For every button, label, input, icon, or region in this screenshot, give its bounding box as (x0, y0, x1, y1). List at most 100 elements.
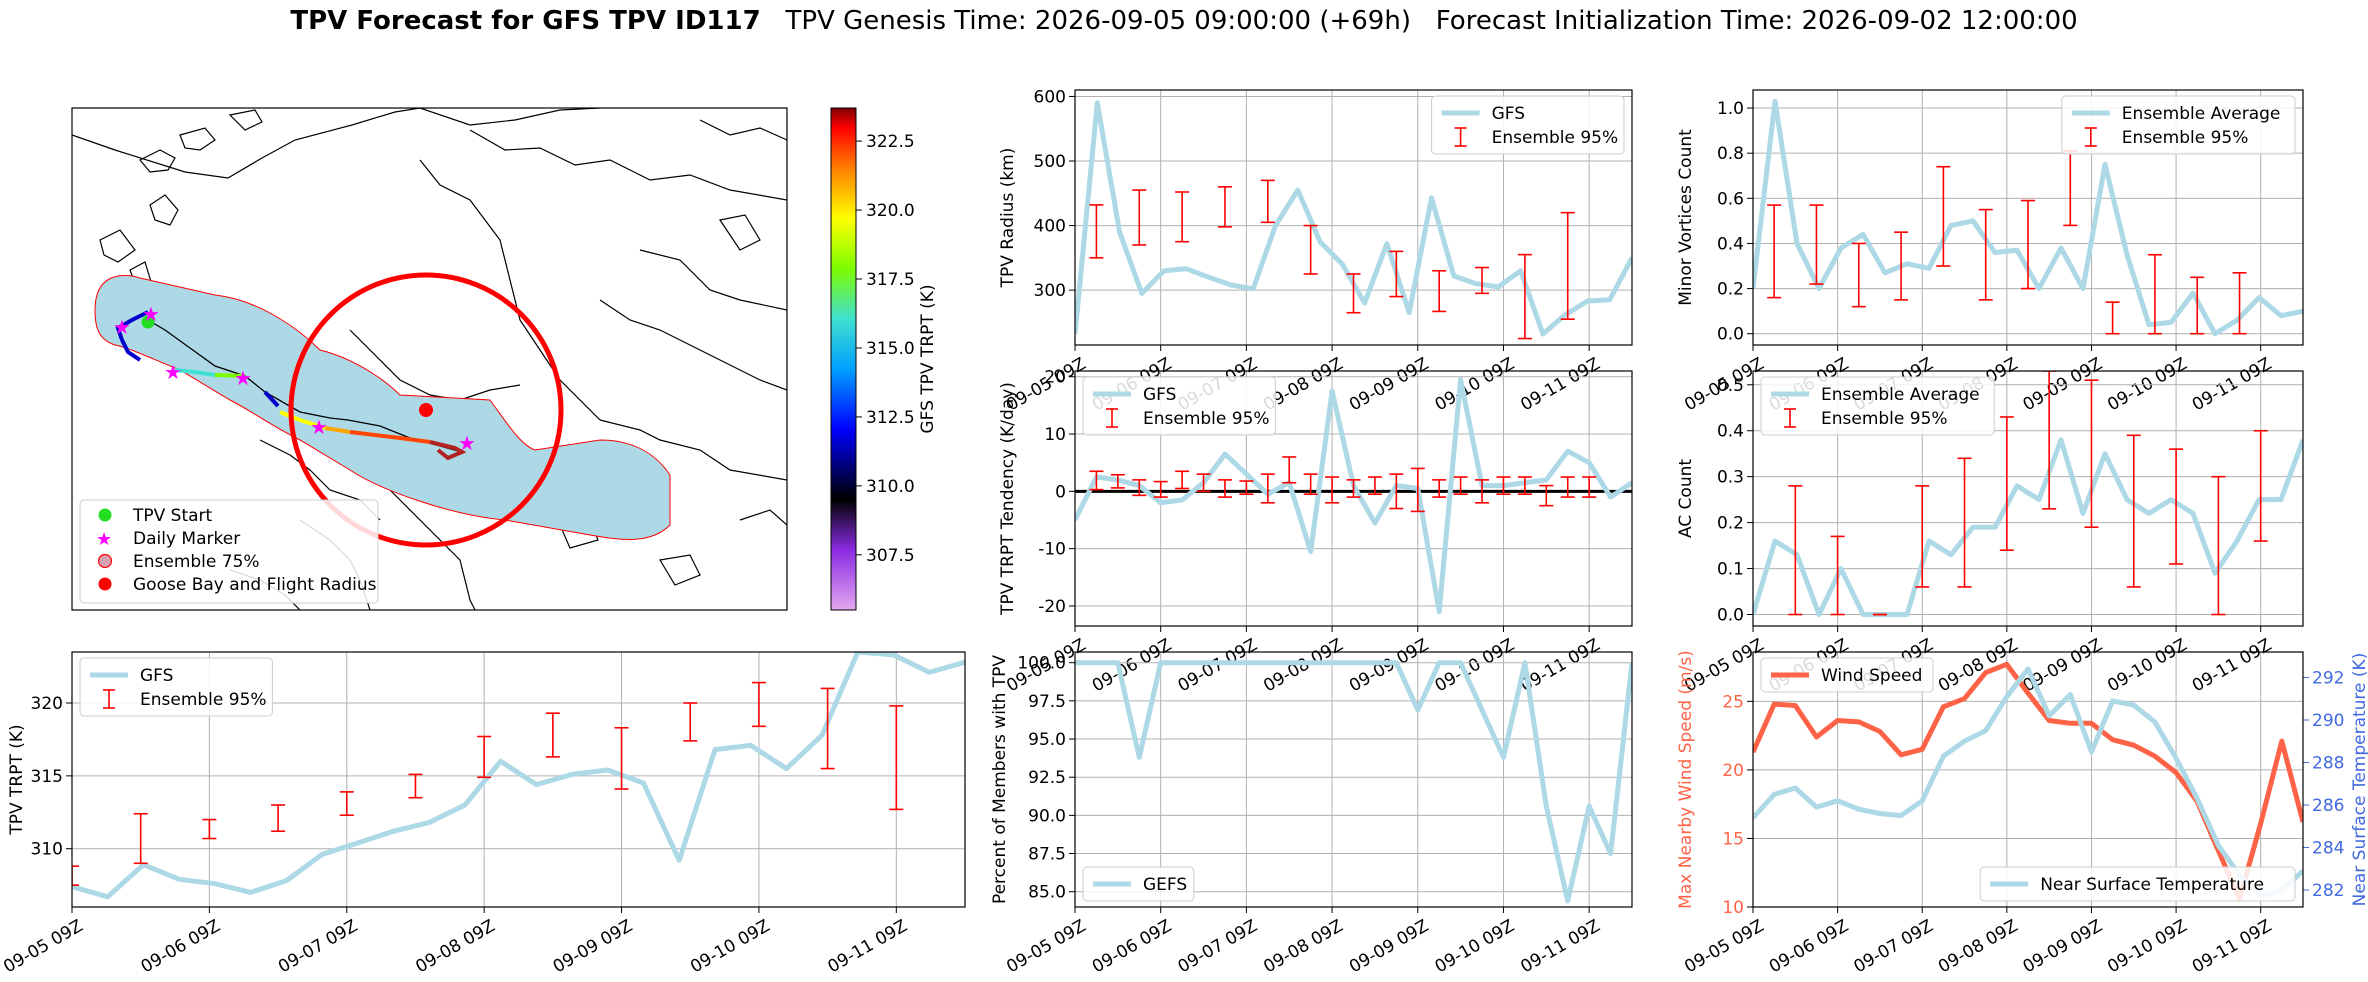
y-tick-label: 10 (1722, 898, 1744, 918)
x-tick-label: 09-10 09Z (1432, 354, 1518, 415)
error-bar (545, 712, 560, 758)
colorbar-gradient (830, 107, 857, 611)
y2-tick-label: 288 (2312, 754, 2344, 774)
y-axis-label: TPV TRPT (K) (7, 724, 27, 835)
x-tick-label: 09-05 09Z (0, 916, 86, 977)
error-bar (1704, 221, 1718, 318)
trpt-legend: GFS Ensemble 95% (79, 657, 273, 717)
y-axis-label: TPV Radius (km) (998, 148, 1018, 289)
title-bold: TPV Forecast for GFS TPV ID117 (290, 6, 761, 36)
y-tick-label: 300 (1034, 281, 1066, 301)
pink-circle-icon (97, 553, 113, 569)
error-bar (1809, 204, 1824, 285)
x-tick-label: 09-11 09Z (1517, 916, 1603, 977)
error-bar (1788, 485, 1803, 616)
error-bar (1915, 485, 1930, 588)
svg-text:★: ★ (164, 360, 182, 384)
y-axis-label: TPV TRPT Tendency (K/day) (998, 382, 1018, 616)
red-dot-icon (98, 577, 112, 591)
error-bar (2253, 429, 2268, 542)
error-bar (1260, 473, 1275, 504)
y-tick-label: 97.5 (1028, 692, 1066, 712)
y-tick-label: 20 (1722, 761, 1744, 781)
figure-title: TPV Forecast for GFS TPV ID117 TPV Genes… (0, 6, 2368, 36)
y-tick-label: 90.0 (1028, 806, 1066, 826)
map-legend: ★ TPV Start Daily Marker Ensemble 75% Go… (79, 499, 379, 604)
trpt-series-line (72, 652, 965, 900)
error-bar (1496, 476, 1511, 496)
error-bar (614, 726, 629, 790)
goose-bay-marker (419, 403, 433, 417)
x-tick-label: 09-10 09Z (2104, 916, 2190, 977)
colorbar-tick-label: 315.0 (866, 339, 915, 359)
error-bar (1346, 273, 1361, 314)
percent-series-line (1075, 660, 1632, 904)
error-bar (1132, 189, 1147, 246)
error-bar (1432, 269, 1447, 313)
y-axis-label: Minor Vortices Count (1676, 129, 1696, 306)
y2-tick-label: 292 (2312, 669, 2344, 689)
plot-frame (1074, 89, 1633, 346)
temperature-line (1753, 666, 2303, 899)
colorbar-tick-label: 322.5 (866, 132, 915, 152)
error-bar (889, 705, 904, 811)
plot-frame (1752, 370, 2304, 627)
error-bar (1175, 470, 1190, 490)
y-tick-label: 20 (1044, 368, 1066, 388)
x-tick-label: 09-09 09Z (1346, 916, 1432, 977)
map-legend-item: TPV Start (132, 506, 213, 526)
plot-area (1704, 98, 2303, 337)
x-tick-label: 09-10 09Z (2104, 635, 2190, 696)
error-bar (1999, 416, 2014, 551)
x-tick-label: 09-07 09Z (1175, 635, 1261, 696)
x-tick-label: 09-10 09Z (1432, 635, 1518, 696)
x-tick-label: 09-06 09Z (1089, 916, 1175, 977)
x-tick-label: 09-07 09Z (1175, 916, 1261, 977)
error-bar (1539, 484, 1554, 507)
error-bar (1475, 266, 1490, 295)
svg-text:★: ★ (234, 366, 252, 390)
y-tick-label: 15 (1722, 829, 1744, 849)
x-tick-label: 09-09 09Z (1346, 635, 1432, 696)
y-tick-label: 0 (1055, 482, 1066, 502)
magenta-star-icon: ★ (96, 529, 112, 550)
minor-legend: Ensemble Average Ensemble 95% (2061, 95, 2296, 155)
colorbar-tick-label: 320.0 (866, 201, 915, 221)
legend-box (1082, 376, 1276, 436)
x-tick-label: 09-09 09Z (2020, 916, 2106, 977)
legend-label: Near Surface Temperature (2040, 875, 2264, 895)
x-tick-label: 09-07 09Z (275, 916, 361, 977)
y-axis-label: Max Nearby Wind Speed (m/s) (1676, 650, 1696, 909)
ac-series-line (1753, 437, 2303, 617)
legend-label: Ensemble 95% (140, 690, 267, 710)
legend-label: Wind Speed (1821, 666, 1922, 686)
colorbar-tick-label: 312.5 (866, 408, 915, 428)
y-tick-label: 310 (31, 840, 63, 860)
y-tick-label: 100.0 (1017, 654, 1066, 674)
error-bar (1767, 204, 1782, 299)
trpt-panel: 310 315 320 09-05 09Z 09-06 09Z 09-07 09Z 09-0… (0, 651, 966, 977)
plot-area (1075, 660, 1632, 904)
error-bar (1217, 186, 1232, 228)
error-bar (820, 687, 835, 770)
colorbar-ticks: 307.5 310.0 312.5 315.0 317.5 320.0 322.5 (856, 132, 915, 566)
x-tick-label: 09-05 09Z (1681, 916, 1767, 977)
colorbar: 307.5 310.0 312.5 315.0 317.5 320.0 322.5 GFS … (830, 107, 938, 611)
legend-label: Ensemble 95% (2122, 128, 2249, 148)
tpv-track (115, 310, 467, 461)
error-bar (1303, 473, 1318, 496)
error-bar (1560, 476, 1575, 498)
tpv-start-marker (141, 315, 155, 329)
y-tick-label: 0.6 (1717, 189, 1744, 209)
y-tick-label: 0.4 (1717, 422, 1744, 442)
y-tick-label: 25 (1722, 692, 1744, 712)
ac-legend: Ensemble Average Ensemble 95% (1760, 376, 1995, 436)
x-tick-label: 09-08 09Z (1260, 916, 1346, 977)
y2-tick-label: 290 (2312, 711, 2344, 731)
svg-text:★: ★ (113, 315, 131, 339)
error-bar (2042, 371, 2057, 510)
error-bar (271, 804, 286, 833)
